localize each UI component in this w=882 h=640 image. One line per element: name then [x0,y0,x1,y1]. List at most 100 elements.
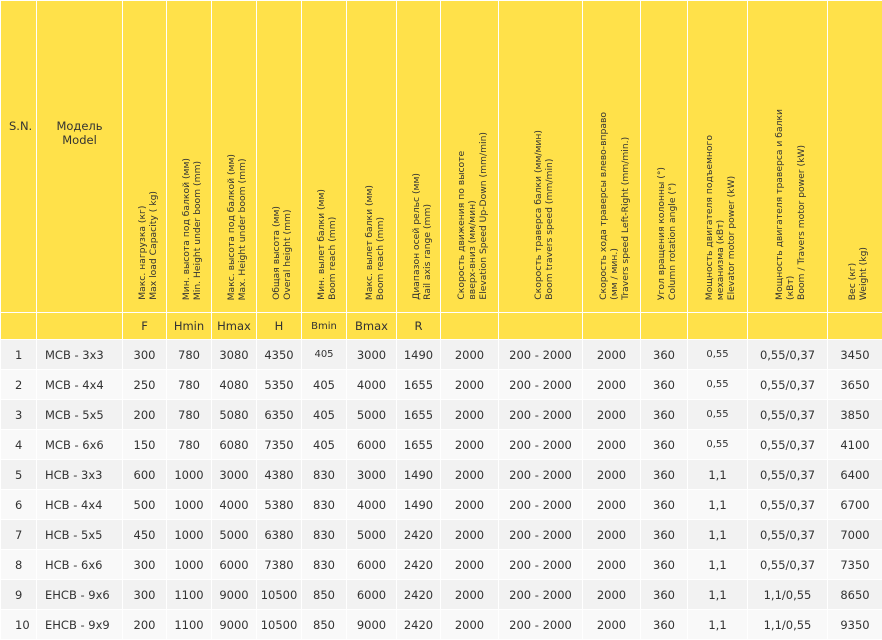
cell-model: EHCB - 9x9 [37,610,123,640]
cell-elev: 2000 [441,520,499,550]
symbol-cell: F [123,313,167,340]
cell-rot: 360 [641,430,688,460]
cell-emot: 0,55 [688,400,748,430]
cell-rot: 360 [641,550,688,580]
cell-n: 1 [1,340,37,370]
symbol-cell [641,313,688,340]
cell-bmin: 830 [302,550,347,580]
cell-r: 2420 [397,520,441,550]
cell-emot: 0,55 [688,430,748,460]
cell-boom: 200 - 2000 [499,550,583,580]
cell-bmin: 850 [302,580,347,610]
cell-model: HCB - 5x5 [37,520,123,550]
header-weight: Вес (кг)Weight (kg) [828,1,882,313]
header-rail: Диапазон осей рельс (мм)Rail axis range … [397,1,441,313]
cell-w: 8650 [828,580,882,610]
cell-rot: 360 [641,610,688,640]
cell-bmin: 830 [302,490,347,520]
cell-rot: 360 [641,370,688,400]
cell-r: 2420 [397,580,441,610]
cell-model: HCB - 3x3 [37,460,123,490]
header-bmin: Мин. вылет балки (мм)Boom reach (mm) [302,1,347,313]
cell-h: 5380 [257,490,302,520]
cell-n: 5 [1,460,37,490]
cell-bmot: 1,1/0,55 [748,580,828,610]
cell-boom: 200 - 2000 [499,610,583,640]
cell-bmax: 6000 [347,580,397,610]
cell-boom: 200 - 2000 [499,400,583,430]
cell-n: 8 [1,550,37,580]
header-height: Общая высота (мм)Overal height (mm) [257,1,302,313]
cell-boom: 200 - 2000 [499,490,583,520]
cell-emot: 1,1 [688,460,748,490]
cell-emot: 1,1 [688,580,748,610]
cell-boom: 200 - 2000 [499,580,583,610]
cell-model: MCB - 6x6 [37,430,123,460]
cell-trav: 2000 [583,490,641,520]
cell-trav: 2000 [583,520,641,550]
cell-r: 1655 [397,430,441,460]
cell-hmin: 1100 [167,580,212,610]
cell-boom: 200 - 2000 [499,520,583,550]
cell-f: 500 [123,490,167,520]
cell-elev: 2000 [441,550,499,580]
cell-f: 300 [123,340,167,370]
cell-bmin: 405 [302,430,347,460]
cell-bmin: 405 [302,340,347,370]
symbol-row: F Hmin Hmax H Bmin Bmax R [1,313,882,340]
cell-hmax: 5080 [212,400,257,430]
cell-bmax: 3000 [347,340,397,370]
symbol-cell [583,313,641,340]
cell-emot: 1,1 [688,550,748,580]
header-hmin: Мин. высота под балкой (мм)Min. Height u… [167,1,212,313]
cell-bmax: 5000 [347,520,397,550]
cell-rot: 360 [641,400,688,430]
cell-hmax: 3000 [212,460,257,490]
cell-w: 7000 [828,520,882,550]
cell-hmin: 780 [167,400,212,430]
cell-hmax: 6000 [212,550,257,580]
cell-hmin: 1000 [167,550,212,580]
cell-bmot: 0,55/0,37 [748,430,828,460]
cell-elev: 2000 [441,610,499,640]
symbol-cell: H [257,313,302,340]
header-travers-speed: Скорость хода траверсы влево-вправо(мм /… [583,1,641,313]
cell-boom: 200 - 2000 [499,370,583,400]
cell-f: 450 [123,520,167,550]
cell-r: 2420 [397,610,441,640]
cell-n: 7 [1,520,37,550]
cell-hmin: 780 [167,370,212,400]
symbol-cell: R [397,313,441,340]
cell-w: 9350 [828,610,882,640]
cell-hmin: 1100 [167,610,212,640]
cell-trav: 2000 [583,550,641,580]
cell-f: 200 [123,610,167,640]
cell-w: 7350 [828,550,882,580]
cell-bmot: 0,55/0,37 [748,400,828,430]
cell-hmin: 780 [167,340,212,370]
symbol-cell [37,313,123,340]
cell-elev: 2000 [441,400,499,430]
cell-r: 1655 [397,370,441,400]
cell-n: 4 [1,430,37,460]
cell-hmax: 5000 [212,520,257,550]
cell-model: HCB - 4x4 [37,490,123,520]
header-load: Макс. нагрузка (кг)Max load Capacity ( k… [123,1,167,313]
cell-h: 6350 [257,400,302,430]
cell-hmax: 4000 [212,490,257,520]
cell-bmot: 0,55/0,37 [748,520,828,550]
cell-hmax: 4080 [212,370,257,400]
cell-h: 7380 [257,550,302,580]
cell-trav: 2000 [583,430,641,460]
cell-f: 150 [123,430,167,460]
cell-trav: 2000 [583,460,641,490]
cell-n: 2 [1,370,37,400]
